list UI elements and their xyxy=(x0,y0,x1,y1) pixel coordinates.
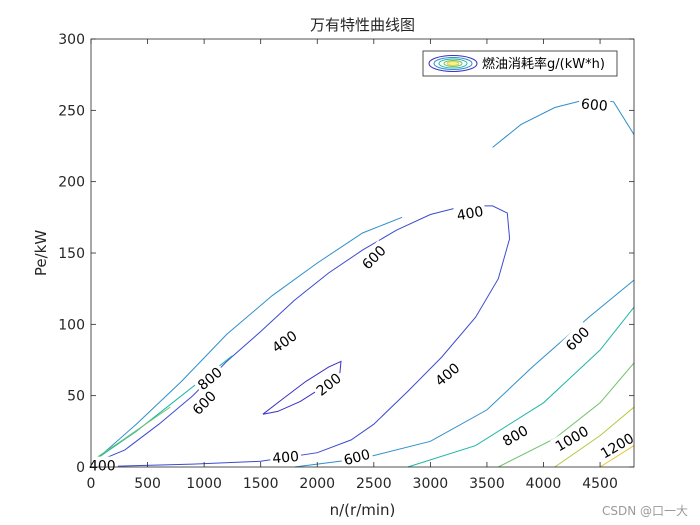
x-axis-ticks: 0 500 1000 1500 2000 2500 3000 3500 4000 4500 xyxy=(87,39,618,492)
x-tick-label: 3000 xyxy=(413,476,449,492)
legend[interactable]: 燃油消耗率g/(kW*h) xyxy=(422,50,618,77)
y-tick-label: 150 xyxy=(58,246,85,262)
x-tick-label: 2000 xyxy=(299,476,335,492)
contour-label-background xyxy=(266,325,302,357)
x-tick-label: 4500 xyxy=(582,476,618,492)
x-tick-label: 500 xyxy=(134,476,161,492)
contour-line-600 xyxy=(90,216,403,465)
y-tick-label: 50 xyxy=(67,389,85,405)
contour-label-background xyxy=(356,239,390,274)
contour-label-background xyxy=(595,427,638,462)
legend-ring xyxy=(428,55,478,72)
x-tick-label: 3500 xyxy=(469,476,505,492)
contour-label-background xyxy=(578,94,611,113)
contour-label-background xyxy=(339,444,374,468)
contour-line-200 xyxy=(262,360,342,415)
y-tick-label: 100 xyxy=(58,317,85,333)
contour-label-background xyxy=(549,420,593,455)
contour-label-400: 400 xyxy=(86,456,118,475)
x-tick-label: 2500 xyxy=(356,476,392,492)
x-tick-label: 0 xyxy=(87,476,96,492)
contour-legend-icon xyxy=(428,55,478,72)
contour-label-background xyxy=(192,361,227,394)
contour-label-600: 600 xyxy=(560,321,594,355)
legend-ring xyxy=(438,58,468,69)
contour-line-600 xyxy=(492,98,635,148)
contour-label-background xyxy=(453,201,487,223)
y-axis-ticks: 0 50 100 150 200 250 300 xyxy=(58,32,634,476)
chart-title: 万有特性曲线图 xyxy=(310,16,415,34)
contour-label-400: 400 xyxy=(269,446,302,467)
contour-label-background xyxy=(560,321,594,355)
y-tick-label: 0 xyxy=(76,460,85,476)
contour-label-600: 600 xyxy=(578,94,611,115)
contour-label-1200: 1200 xyxy=(595,427,638,462)
contour-label-600: 600 xyxy=(339,444,374,469)
contour-label-800: 800 xyxy=(497,420,533,450)
contour-line-1000 xyxy=(498,362,635,468)
legend-ring xyxy=(443,60,463,67)
y-tick-label: 300 xyxy=(58,32,85,48)
contour-line-1000 xyxy=(90,406,171,462)
contour-label-background xyxy=(186,385,221,419)
contour-label-background xyxy=(429,357,464,390)
contour-label-400: 400 xyxy=(429,357,464,390)
contour-label-200: 200 xyxy=(310,367,346,400)
contour-label-text: 400 xyxy=(456,204,485,224)
contour-label-background xyxy=(269,446,302,466)
contour-label-background xyxy=(86,456,118,473)
contour-label-background xyxy=(310,367,346,400)
contour-line-400 xyxy=(90,205,511,468)
legend-label: 燃油消耗率g/(kW*h) xyxy=(482,56,605,72)
x-axis-title: n/(r/min) xyxy=(330,501,396,519)
x-tick-label: 1500 xyxy=(243,476,279,492)
contour-label-background xyxy=(497,420,533,450)
contour-label-400: 400 xyxy=(266,325,302,357)
legend-core xyxy=(446,61,460,66)
contour-label-600: 600 xyxy=(356,239,390,274)
contour-label-1000: 1000 xyxy=(549,420,593,455)
contour-label-text: 400 xyxy=(272,449,300,467)
x-tick-label: 1000 xyxy=(186,476,222,492)
contour-label-400: 400 xyxy=(453,201,487,224)
contour-lines xyxy=(90,98,635,468)
y-tick-label: 250 xyxy=(58,103,85,119)
contour-line-1400 xyxy=(599,445,635,468)
contour-label-text: 600 xyxy=(580,96,608,114)
contour-line-800 xyxy=(407,306,635,468)
y-tick-label: 200 xyxy=(58,175,85,191)
y-axis-title: Pe/kW xyxy=(32,230,50,276)
x-tick-label: 4000 xyxy=(526,476,562,492)
watermark: CSDN @口一大 xyxy=(601,504,688,518)
legend-ring xyxy=(433,57,473,70)
contour-line-1200 xyxy=(554,406,635,468)
contour-label-text: 600 xyxy=(342,447,372,469)
